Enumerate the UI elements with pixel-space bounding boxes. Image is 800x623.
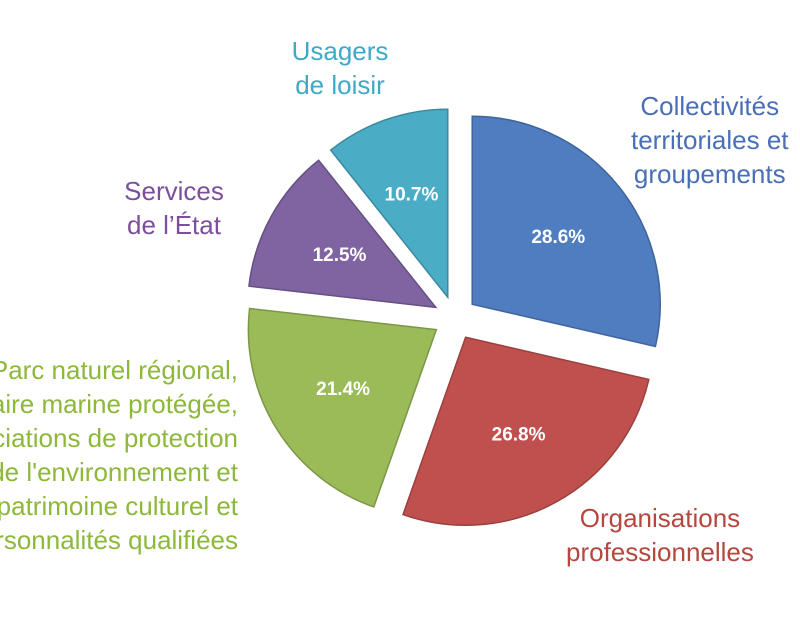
category-label-line: associations de protection xyxy=(0,423,238,453)
category-label-organisations: Organisations professionnelles xyxy=(566,501,754,569)
category-label-line: Collectivités xyxy=(640,91,780,121)
slice-value-label-usagers-loisir: 10.7% xyxy=(385,184,439,205)
slice-value-label-collectivites: 28.6% xyxy=(531,227,585,248)
category-label-line: professionnelles xyxy=(566,537,754,567)
pie-slice-services-etat xyxy=(248,159,438,309)
category-label-line: groupements xyxy=(633,159,786,189)
pie-slice-parc-naturel xyxy=(247,307,438,508)
category-label-line: de l’État xyxy=(127,210,221,240)
category-label-parc-naturel: Parc naturel régional, aire marine proté… xyxy=(0,353,238,557)
slice-value-label-organisations: 26.8% xyxy=(492,425,546,446)
category-label-line: de loisir xyxy=(295,70,385,100)
pie-slice-usagers-loisir xyxy=(329,108,449,300)
category-label-line: Usagers xyxy=(291,36,389,66)
category-label-line: Services xyxy=(124,176,224,206)
slice-value-label-services-etat: 12.5% xyxy=(313,245,367,266)
category-label-line: aire marine protégée, xyxy=(0,389,238,419)
category-label-collectivites: Collectivités territoriales et groupemen… xyxy=(631,89,789,191)
category-label-line: Parc naturel régional, xyxy=(0,355,238,385)
category-label-usagers-loisir: Usagers de loisir xyxy=(276,34,404,102)
pie-slice-organisations xyxy=(402,336,650,526)
category-label-line: de l'environnement et xyxy=(0,457,238,487)
category-label-line: personnalités qualifiées xyxy=(0,525,238,555)
pie-slice-collectivites xyxy=(471,115,661,348)
category-label-services-etat: Services de l’État xyxy=(108,174,240,242)
category-label-line: du patrimoine culturel et xyxy=(0,491,238,521)
category-label-line: territoriales et xyxy=(631,125,789,155)
slice-value-label-parc-naturel: 21.4% xyxy=(316,379,370,400)
category-label-line: Organisations xyxy=(579,503,741,533)
